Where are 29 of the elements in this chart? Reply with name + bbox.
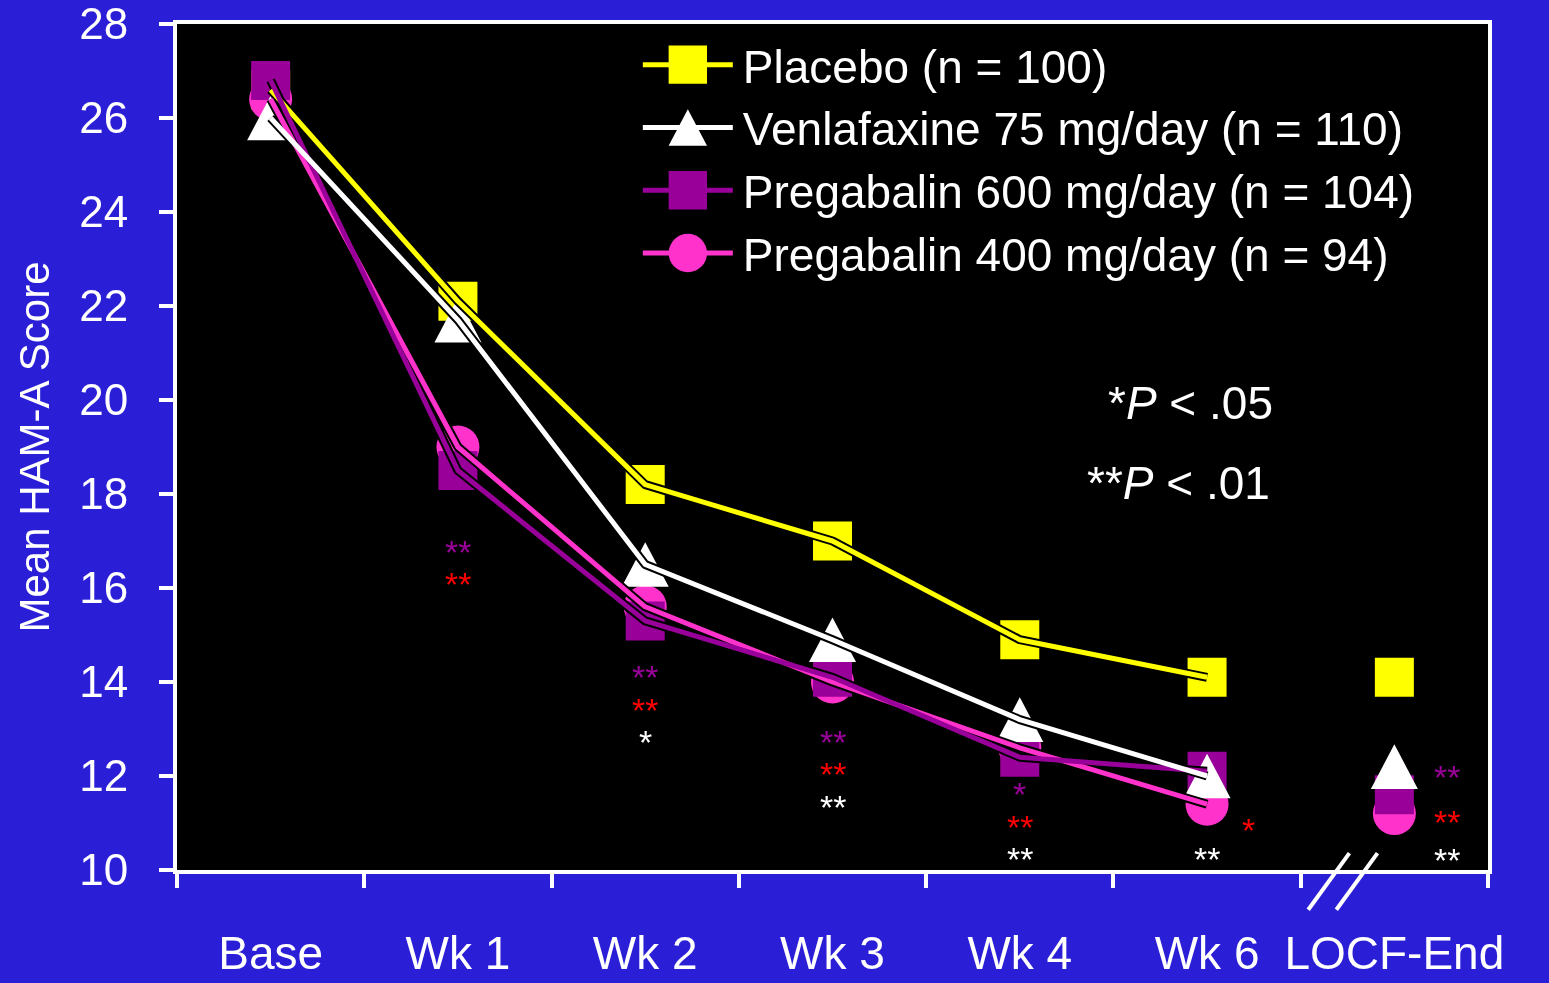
y-tick-label: 14 [79, 657, 129, 707]
y-tick-label: 26 [79, 93, 129, 143]
annotation: *P < .05 [1108, 377, 1273, 429]
legend-label: Placebo (n = 100) [742, 40, 1108, 93]
y-tick-label: 28 [79, 0, 129, 49]
x-tick-label: Wk 1 [405, 927, 511, 980]
y-tick-label: 24 [79, 187, 129, 237]
legend-label: Pregabalin 400 mg/day (n = 94) [742, 228, 1389, 281]
x-tick-label: LOCF-End [1284, 927, 1505, 980]
y-tick-label: 10 [79, 845, 129, 895]
y-tick-label: 18 [79, 469, 129, 519]
x-tick-label: Wk 2 [592, 927, 698, 980]
x-tick-label: Wk 3 [780, 927, 885, 980]
x-tick-label: Wk 4 [967, 927, 1073, 980]
y-tick-label: 12 [79, 751, 129, 801]
annotation: ** [1434, 841, 1461, 879]
x-tick-label: Base [218, 927, 324, 980]
legend-label: Venlafaxine 75 mg/day (n = 110) [742, 103, 1404, 156]
annotation: ** [1194, 840, 1221, 878]
annotation: * [1242, 811, 1256, 849]
legend-label: Pregabalin 600 mg/day (n = 104) [742, 166, 1415, 219]
annotation: ** [1434, 803, 1461, 841]
y-tick-label: 20 [79, 375, 129, 425]
x-tick-label: Wk 6 [1154, 927, 1260, 980]
y-tick-label: 16 [79, 563, 129, 613]
annotation: **P < .01 [1087, 457, 1270, 509]
annotation: ** [1434, 758, 1461, 796]
y-tick-label: 22 [79, 281, 129, 331]
y-axis-title: Mean HAM-A Score [10, 261, 58, 633]
